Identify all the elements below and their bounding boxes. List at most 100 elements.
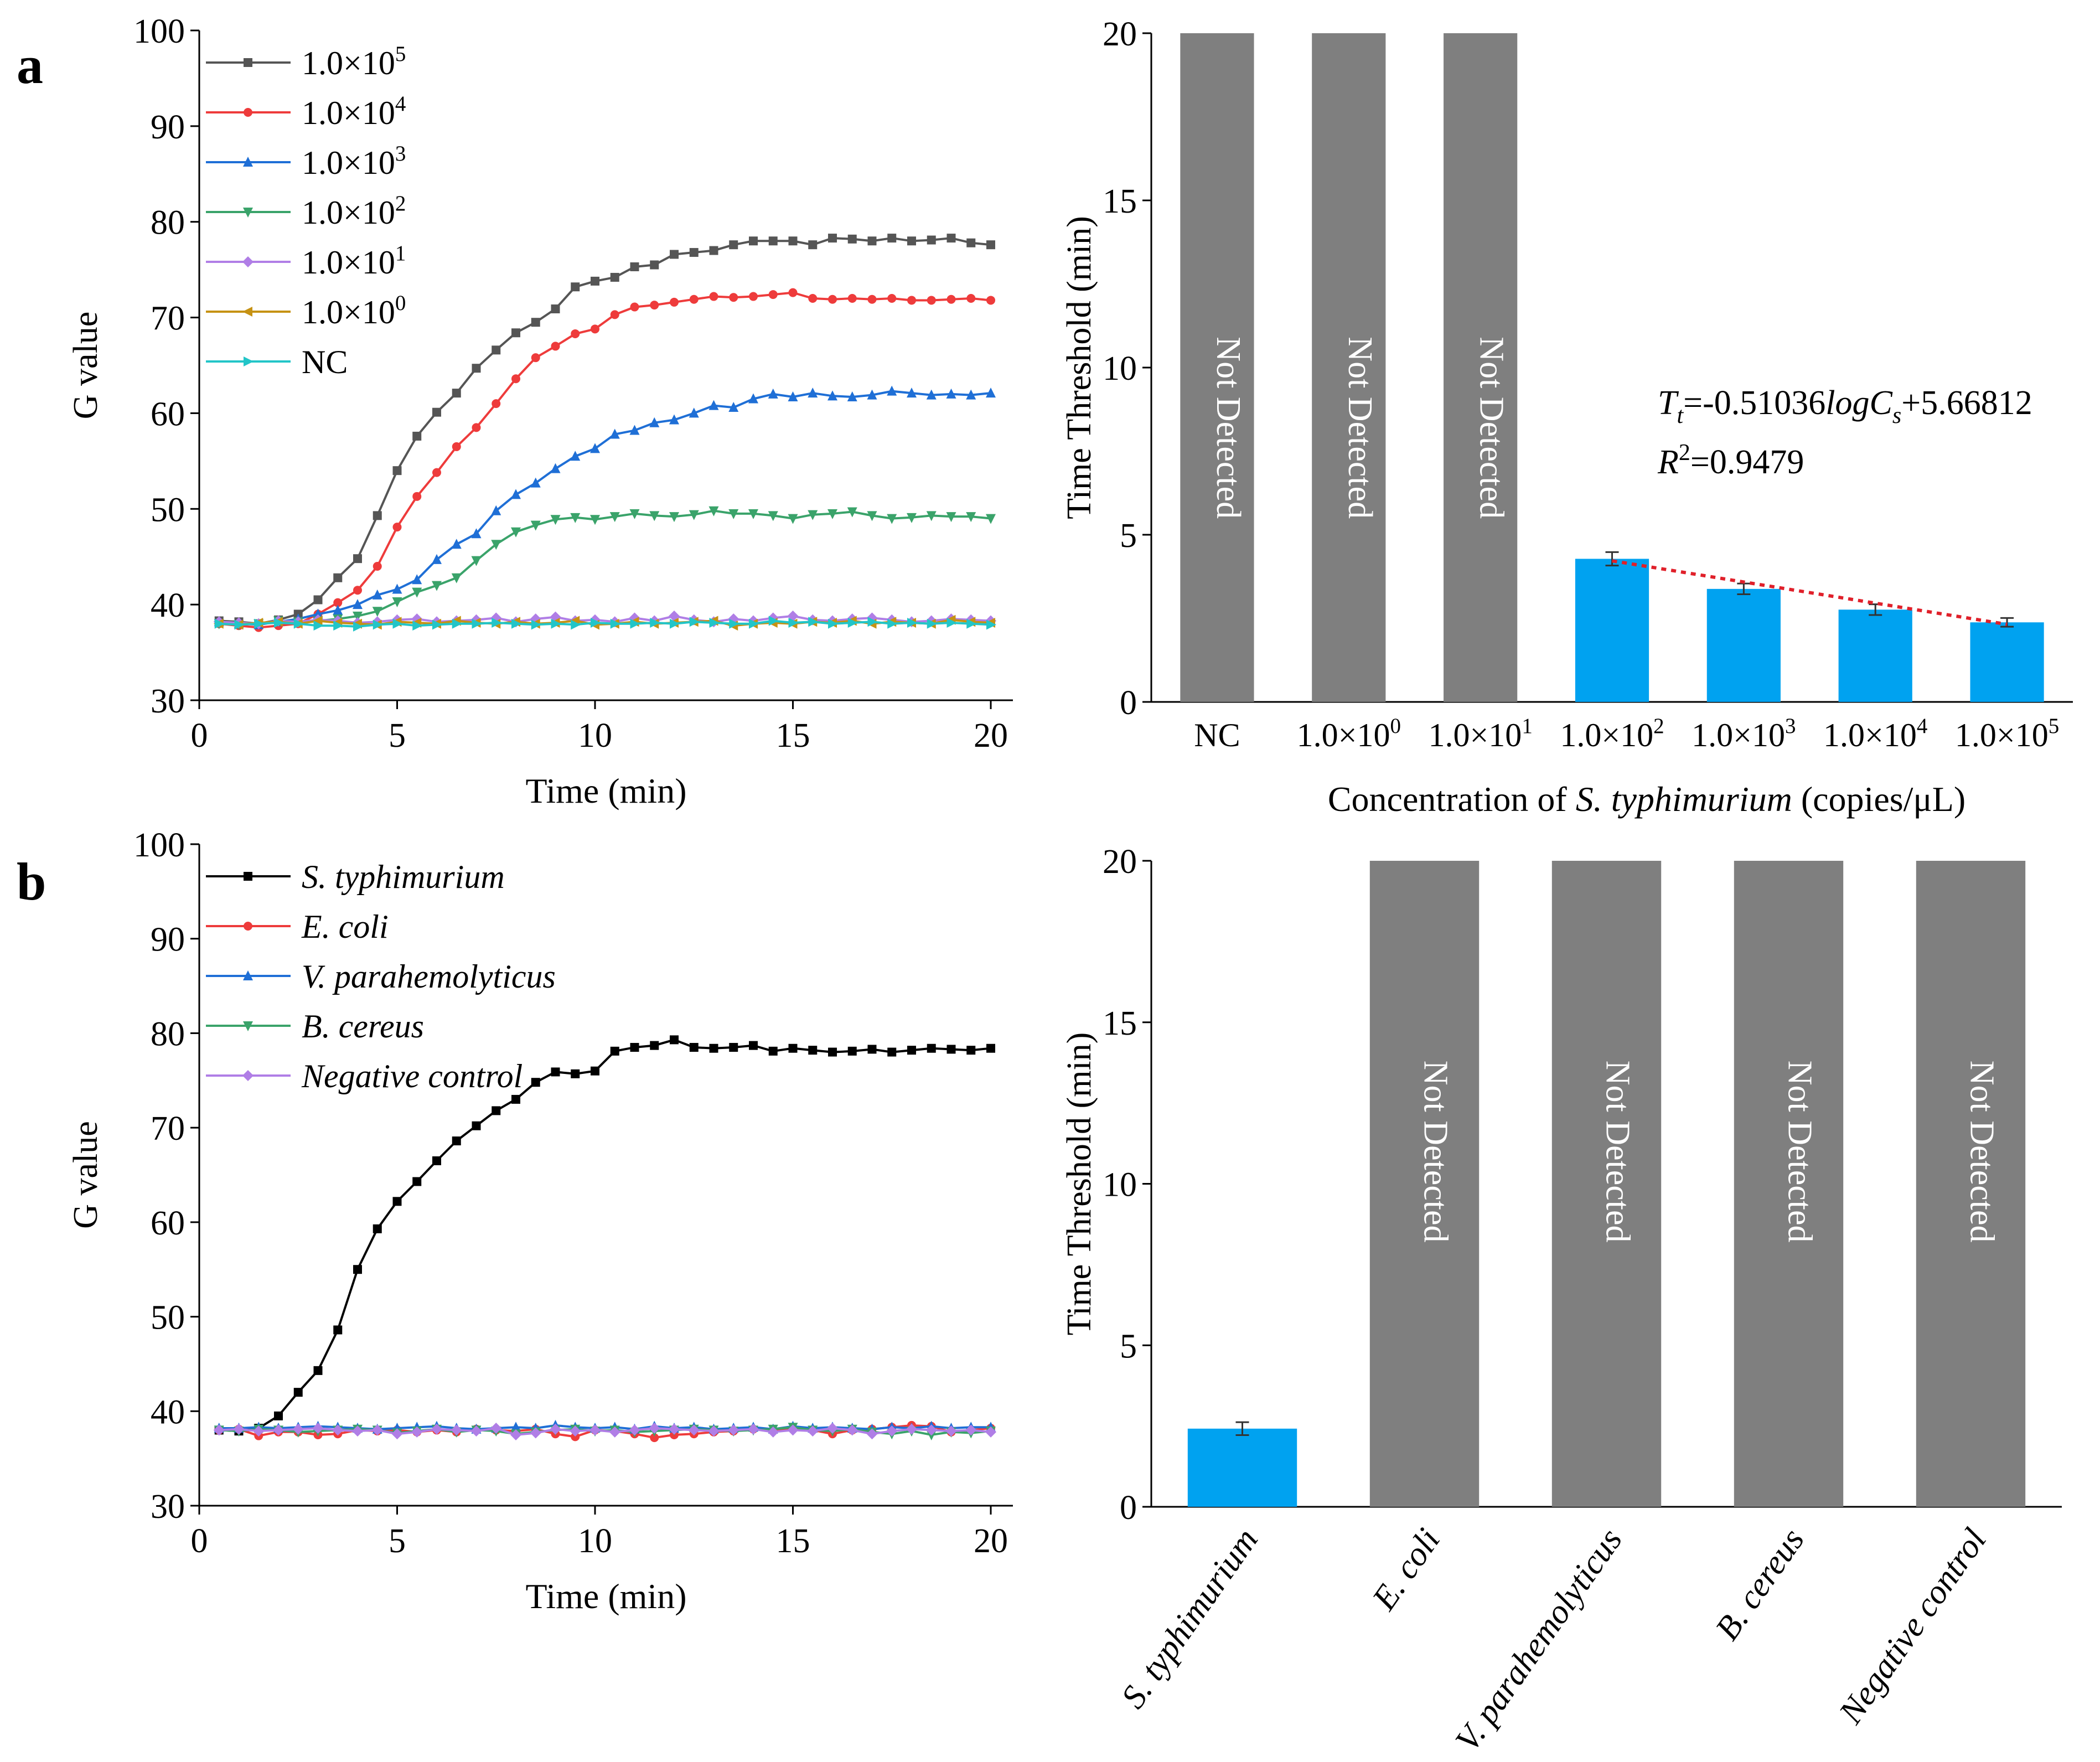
data-point bbox=[312, 1423, 324, 1434]
data-point bbox=[650, 301, 659, 310]
data-point bbox=[412, 621, 423, 631]
data-point bbox=[887, 618, 898, 629]
data-point bbox=[788, 617, 799, 628]
data-point bbox=[748, 1423, 759, 1435]
data-point bbox=[887, 1047, 897, 1057]
x-axis-label: Concentration of S. typhimurium (copies/… bbox=[1328, 779, 1965, 819]
data-point bbox=[629, 1424, 640, 1436]
data-point bbox=[907, 617, 917, 628]
data-point bbox=[333, 1325, 343, 1335]
data-point bbox=[867, 236, 877, 246]
legend-label: 1.0×100 bbox=[302, 291, 406, 330]
data-point bbox=[768, 236, 778, 246]
data-point bbox=[591, 1066, 599, 1076]
data-point bbox=[808, 617, 819, 627]
data-point bbox=[966, 618, 977, 629]
data-point bbox=[946, 512, 956, 523]
data-point bbox=[767, 1426, 779, 1438]
x-category-label: 1.0×104 bbox=[1823, 714, 1927, 753]
bar bbox=[1551, 861, 1662, 1507]
x-category-label: 1.0×101 bbox=[1428, 714, 1532, 753]
data-point bbox=[808, 294, 818, 303]
data-point bbox=[412, 574, 422, 585]
legend-label: 1.0×105 bbox=[302, 42, 406, 81]
data-point bbox=[788, 1043, 798, 1053]
y-tick-label: 40 bbox=[151, 587, 185, 624]
data-point bbox=[452, 618, 462, 629]
growth-curve-chart-a: 30 40 50 60 70 80 90 100 0 5 10 15 20 Time (min) G val… bbox=[67, 13, 1013, 810]
data-point bbox=[589, 1424, 601, 1436]
bar bbox=[1180, 33, 1254, 702]
data-point bbox=[768, 511, 778, 521]
data-point bbox=[530, 520, 541, 531]
legend-label: NC bbox=[302, 344, 348, 380]
not-detected-label: Not Detected bbox=[1417, 1061, 1455, 1243]
y-tick-label: 5 bbox=[1120, 1327, 1137, 1365]
not-detected-label: Not Detected bbox=[1209, 337, 1247, 519]
series-6 bbox=[214, 616, 996, 632]
data-point bbox=[412, 1177, 422, 1186]
x-category-label: Negative control bbox=[1832, 1522, 1994, 1731]
data-point bbox=[531, 318, 540, 327]
data-point bbox=[927, 1043, 936, 1053]
y-tick-label: 20 bbox=[1103, 15, 1137, 53]
data-point bbox=[966, 294, 976, 303]
data-point bbox=[886, 1425, 898, 1437]
data-point bbox=[827, 509, 837, 519]
data-point bbox=[432, 554, 442, 564]
data-point bbox=[907, 513, 917, 523]
data-point bbox=[927, 296, 936, 305]
data-point bbox=[630, 302, 639, 312]
data-point bbox=[689, 407, 699, 418]
data-point bbox=[768, 1046, 778, 1056]
data-point bbox=[867, 511, 877, 521]
data-point bbox=[985, 1426, 996, 1438]
data-point bbox=[373, 619, 383, 630]
data-point bbox=[629, 509, 640, 519]
legend-marker bbox=[243, 970, 253, 980]
data-point bbox=[788, 514, 798, 524]
x-tick-label: 5 bbox=[389, 1522, 406, 1560]
x-tick-label: 15 bbox=[776, 1522, 810, 1560]
data-point bbox=[353, 599, 363, 609]
data-point bbox=[689, 510, 699, 520]
data-point bbox=[986, 240, 995, 250]
data-point bbox=[432, 619, 442, 630]
data-point bbox=[629, 425, 640, 435]
series-0 bbox=[214, 234, 995, 628]
data-point bbox=[986, 1043, 995, 1053]
data-point bbox=[571, 282, 580, 292]
data-point bbox=[333, 573, 343, 582]
data-point bbox=[452, 389, 461, 398]
legend-marker bbox=[244, 108, 252, 117]
data-point bbox=[847, 294, 857, 303]
data-point bbox=[571, 619, 581, 630]
legend-label: 1.0×101 bbox=[302, 241, 406, 281]
data-point bbox=[748, 509, 758, 519]
data-point bbox=[391, 1428, 403, 1440]
data-point bbox=[392, 618, 403, 629]
data-point bbox=[492, 345, 501, 355]
data-point bbox=[353, 621, 363, 632]
legend-marker bbox=[243, 157, 253, 167]
data-point bbox=[234, 619, 245, 630]
data-point bbox=[945, 1425, 957, 1437]
data-point bbox=[670, 297, 679, 307]
data-point bbox=[273, 1424, 284, 1436]
data-point bbox=[966, 512, 976, 523]
y-tick-label: 0 bbox=[1120, 684, 1137, 722]
data-point bbox=[709, 1043, 718, 1053]
series-line bbox=[219, 614, 991, 625]
data-point bbox=[293, 618, 304, 629]
legend-label: B. cereus bbox=[302, 1008, 424, 1045]
data-point bbox=[729, 1043, 738, 1052]
legend-marker bbox=[242, 1070, 254, 1081]
series-line bbox=[219, 619, 991, 628]
data-point bbox=[907, 236, 916, 246]
data-point bbox=[491, 505, 501, 515]
data-point bbox=[610, 272, 619, 282]
y-axis-label: G value bbox=[67, 1121, 105, 1229]
data-point bbox=[807, 1425, 819, 1437]
data-point bbox=[630, 618, 640, 629]
data-point bbox=[371, 1424, 383, 1436]
